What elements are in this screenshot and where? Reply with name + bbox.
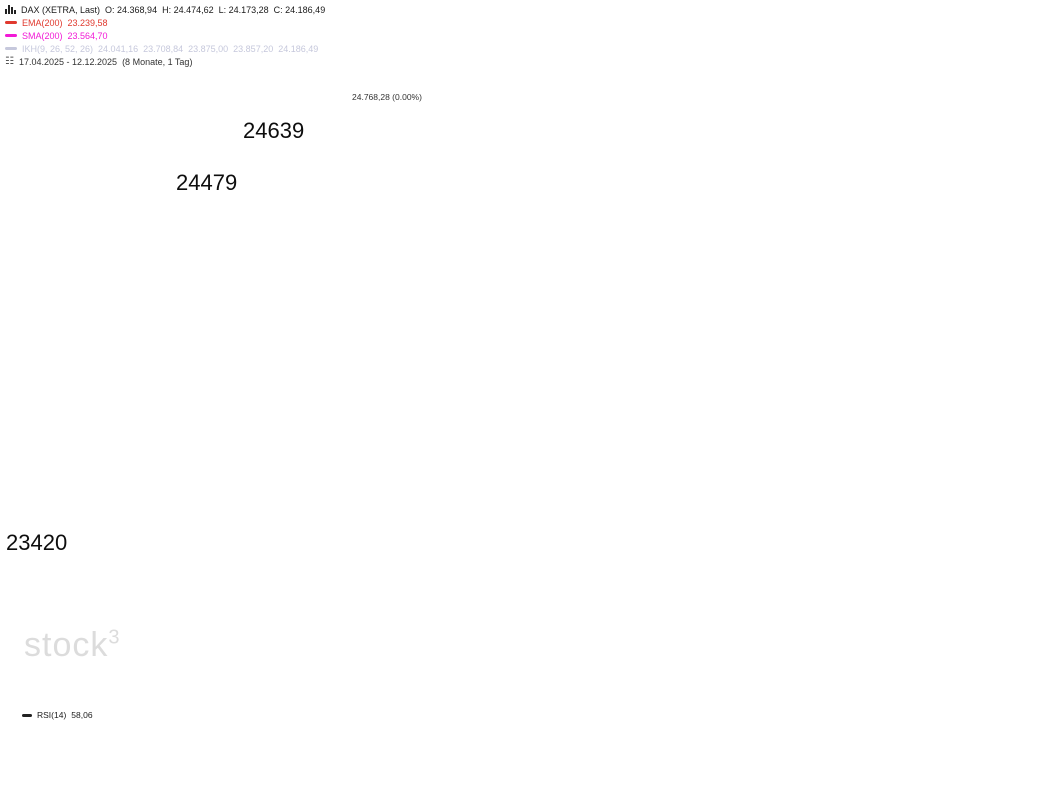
ema-label: EMA(200) — [22, 17, 63, 28]
ikh-values: 24.041,16 23.708,84 23.875,00 23.857,20 … — [98, 43, 319, 54]
sma-legend-row[interactable]: SMA(200) 23.564,70 — [5, 29, 325, 42]
stock3-watermark: stock3 — [24, 626, 121, 664]
sma-dash-icon — [5, 34, 17, 37]
fib-retracement-label: 24.768,28 (0.00%) — [352, 92, 422, 102]
symbol-legend-row[interactable]: DAX (XETRA, Last) O: 24.368,94 H: 24.474… — [5, 3, 325, 16]
range-detail: (8 Monate, 1 Tag) — [122, 56, 193, 67]
rsi-value: 58,06 — [71, 710, 93, 720]
ema-value: 23.239,58 — [67, 17, 108, 28]
sma-label: SMA(200) — [22, 30, 63, 41]
level-label-23420: 23420 — [6, 530, 68, 555]
rsi-label: RSI(14) — [37, 710, 67, 720]
level-label-24639: 24639 — [243, 118, 305, 143]
symbol-title: DAX (XETRA, Last) — [21, 4, 101, 15]
ema-legend-row[interactable]: EMA(200) 23.239,58 — [5, 16, 325, 29]
range-legend-row[interactable]: ☷ 17.04.2025 - 12.12.2025 (8 Monate, 1 T… — [5, 55, 325, 68]
sma-value: 23.564,70 — [67, 30, 108, 41]
ema-dash-icon — [5, 21, 17, 24]
ikh-legend-row[interactable]: IKH(9, 26, 52, 26) 24.041,16 23.708,84 2… — [5, 42, 325, 55]
rsi-dash-icon — [22, 713, 32, 717]
clock-icon: ☷ — [5, 55, 14, 67]
bar-chart-icon — [5, 5, 16, 14]
level-label-24479: 24479 — [176, 170, 238, 195]
ikh-dash-icon — [5, 47, 17, 50]
rsi-legend-row[interactable]: RSI(14) 58,06 — [22, 710, 93, 720]
symbol-ohlc: O: 24.368,94 H: 24.474,62 L: 24.173,28 C… — [105, 4, 326, 15]
chart-legend: DAX (XETRA, Last) O: 24.368,94 H: 24.474… — [5, 3, 325, 68]
date-range: 17.04.2025 - 12.12.2025 — [18, 56, 118, 67]
ikh-label: IKH(9, 26, 52, 26) — [22, 43, 94, 54]
